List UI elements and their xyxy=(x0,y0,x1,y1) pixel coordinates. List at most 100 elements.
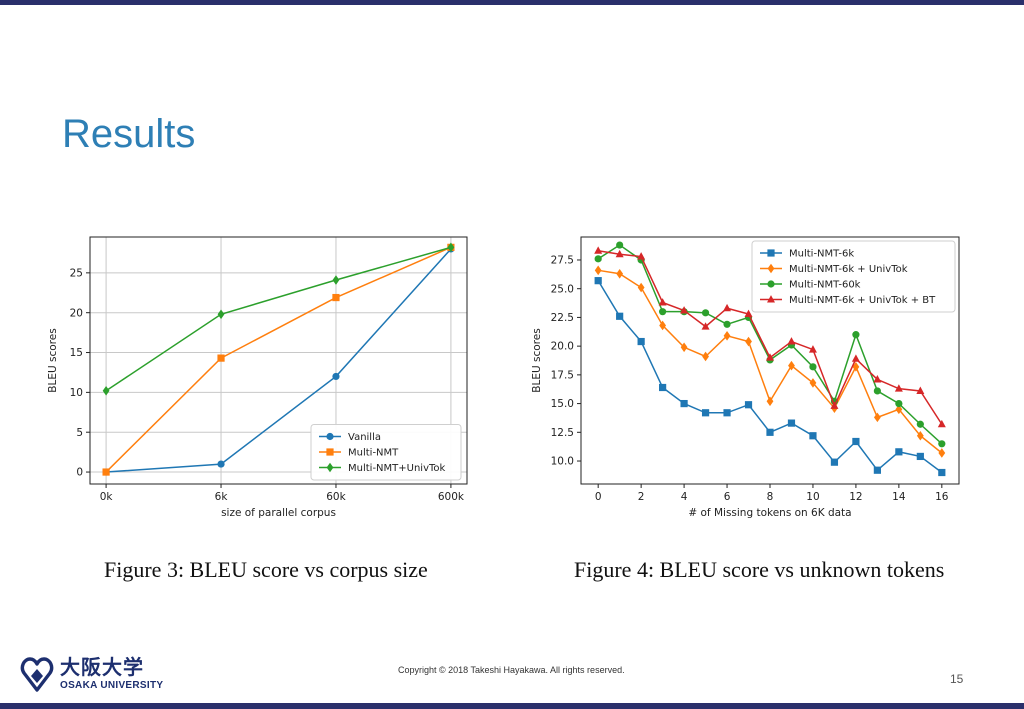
figure-3-caption: Figure 3: BLEU score vs corpus size xyxy=(104,557,428,582)
data-point xyxy=(701,322,710,330)
y-tick-label: 15 xyxy=(70,347,83,359)
data-point xyxy=(873,375,882,383)
data-point xyxy=(723,303,732,312)
slide-title: Results xyxy=(62,112,196,156)
data-point xyxy=(615,249,624,258)
chart-bleu-vs-corpus-size: 0k 6k 60k 600k 0 5 10 15 20 25 size of parallel co… xyxy=(47,236,468,519)
data-point xyxy=(744,309,753,317)
x-tick-label: 4 xyxy=(681,491,688,503)
legend-label: Multi-NMT-6k xyxy=(789,249,854,260)
legend-marker xyxy=(326,448,334,456)
data-point xyxy=(723,320,731,328)
data-point xyxy=(808,345,817,353)
data-point xyxy=(916,386,925,394)
data-point xyxy=(916,452,924,461)
y-tick-label: 20 xyxy=(70,307,83,319)
data-point xyxy=(332,293,340,302)
x-tick-label: 2 xyxy=(638,491,645,503)
data-point xyxy=(916,430,924,441)
legend: Multi-NMT-6k Multi-NMT-6k + UnivTok Multi-… xyxy=(751,240,956,313)
x-tick-label: 600k xyxy=(438,491,465,503)
data-point xyxy=(873,466,881,474)
legend-box xyxy=(310,424,462,481)
data-point xyxy=(766,396,774,407)
figure-4-caption: Figure 4: BLEU score vs unknown tokens xyxy=(574,557,945,582)
series-multi-nmt-6k xyxy=(594,277,946,477)
y-axis-label: BLEU scores xyxy=(531,328,543,392)
bottom-accent-bar xyxy=(0,703,1024,709)
series-multi-nmt-6k-univtok-bt xyxy=(594,246,946,428)
legend-label: Multi-NMT xyxy=(348,448,399,459)
data-point xyxy=(851,354,860,362)
y-tick-label: 12.5 xyxy=(551,427,574,439)
data-point xyxy=(680,399,688,408)
x-tick-label: 60k xyxy=(326,491,346,503)
plot-frame xyxy=(89,236,468,485)
x-tick-label: 16 xyxy=(935,491,949,503)
data-point xyxy=(809,432,817,440)
series-line xyxy=(106,248,452,473)
y-tick-label: 25.0 xyxy=(551,283,574,295)
x-tick-label: 14 xyxy=(892,491,906,503)
data-point xyxy=(852,331,860,339)
legend-marker xyxy=(767,280,775,288)
data-point xyxy=(852,362,860,372)
data-point xyxy=(701,409,710,417)
data-point xyxy=(659,308,667,316)
data-point xyxy=(744,401,753,409)
copyright-notice: Copyright © 2018 Takeshi Hayakawa. All r… xyxy=(398,665,625,675)
data-point xyxy=(788,360,795,371)
legend-box xyxy=(751,240,956,313)
x-tick-label: 0k xyxy=(100,491,114,503)
data-point xyxy=(937,419,946,428)
data-point xyxy=(616,268,624,279)
data-point xyxy=(658,298,667,306)
y-tick-label: 15.0 xyxy=(551,398,574,410)
series-multi-nmt-6k-univtok xyxy=(594,265,946,458)
logo-english: OSAKA UNIVERSITY xyxy=(60,680,164,691)
data-point xyxy=(830,401,839,409)
series-line xyxy=(105,246,452,392)
data-point xyxy=(895,399,903,408)
x-tick-label: 0 xyxy=(595,491,602,503)
y-tick-label: 0 xyxy=(76,467,83,479)
data-point xyxy=(723,409,731,417)
page-number: 15 xyxy=(950,672,964,686)
data-point xyxy=(594,246,603,254)
data-point xyxy=(637,252,646,260)
data-point xyxy=(594,265,602,276)
data-point xyxy=(702,351,709,362)
legend-label: Multi-NMT-6k + UnivTok xyxy=(789,264,908,275)
data-point xyxy=(766,428,774,436)
x-axis-label: # of Missing tokens on 6K data xyxy=(688,507,851,519)
osaka-university-emblem-icon xyxy=(20,657,54,692)
series-line xyxy=(105,246,452,473)
data-point xyxy=(680,342,688,353)
data-point xyxy=(766,353,774,361)
data-point xyxy=(809,378,817,388)
data-point xyxy=(332,372,340,381)
data-point xyxy=(594,255,602,263)
legend-marker xyxy=(767,249,775,257)
legend-label: Multi-NMT-60k xyxy=(789,280,861,291)
chart-bleu-vs-unknown-tokens: 0 2 4 6 8 10 12 14 16 10.0 12.5 15.0 17.5 20.0 22.5 25.… xyxy=(531,236,960,519)
top-accent-bar xyxy=(0,0,1024,5)
legend-marker xyxy=(767,295,775,303)
x-tick-label: 6k xyxy=(215,491,229,503)
y-tick-label: 10.0 xyxy=(551,456,574,468)
data-point xyxy=(723,331,731,341)
plot-frame xyxy=(580,236,960,485)
data-point xyxy=(332,275,340,285)
data-point xyxy=(659,383,667,392)
data-point xyxy=(894,384,903,392)
data-point xyxy=(447,242,455,253)
y-tick-label: 25 xyxy=(70,267,83,279)
data-point xyxy=(680,306,689,314)
legend-label: Multi-NMT-6k + UnivTok + BT xyxy=(789,295,936,306)
data-point xyxy=(701,309,710,317)
data-point xyxy=(895,448,903,456)
data-point xyxy=(594,277,602,285)
x-tick-label: 10 xyxy=(806,491,819,503)
y-tick-label: 22.5 xyxy=(551,312,574,324)
data-point xyxy=(637,282,645,293)
